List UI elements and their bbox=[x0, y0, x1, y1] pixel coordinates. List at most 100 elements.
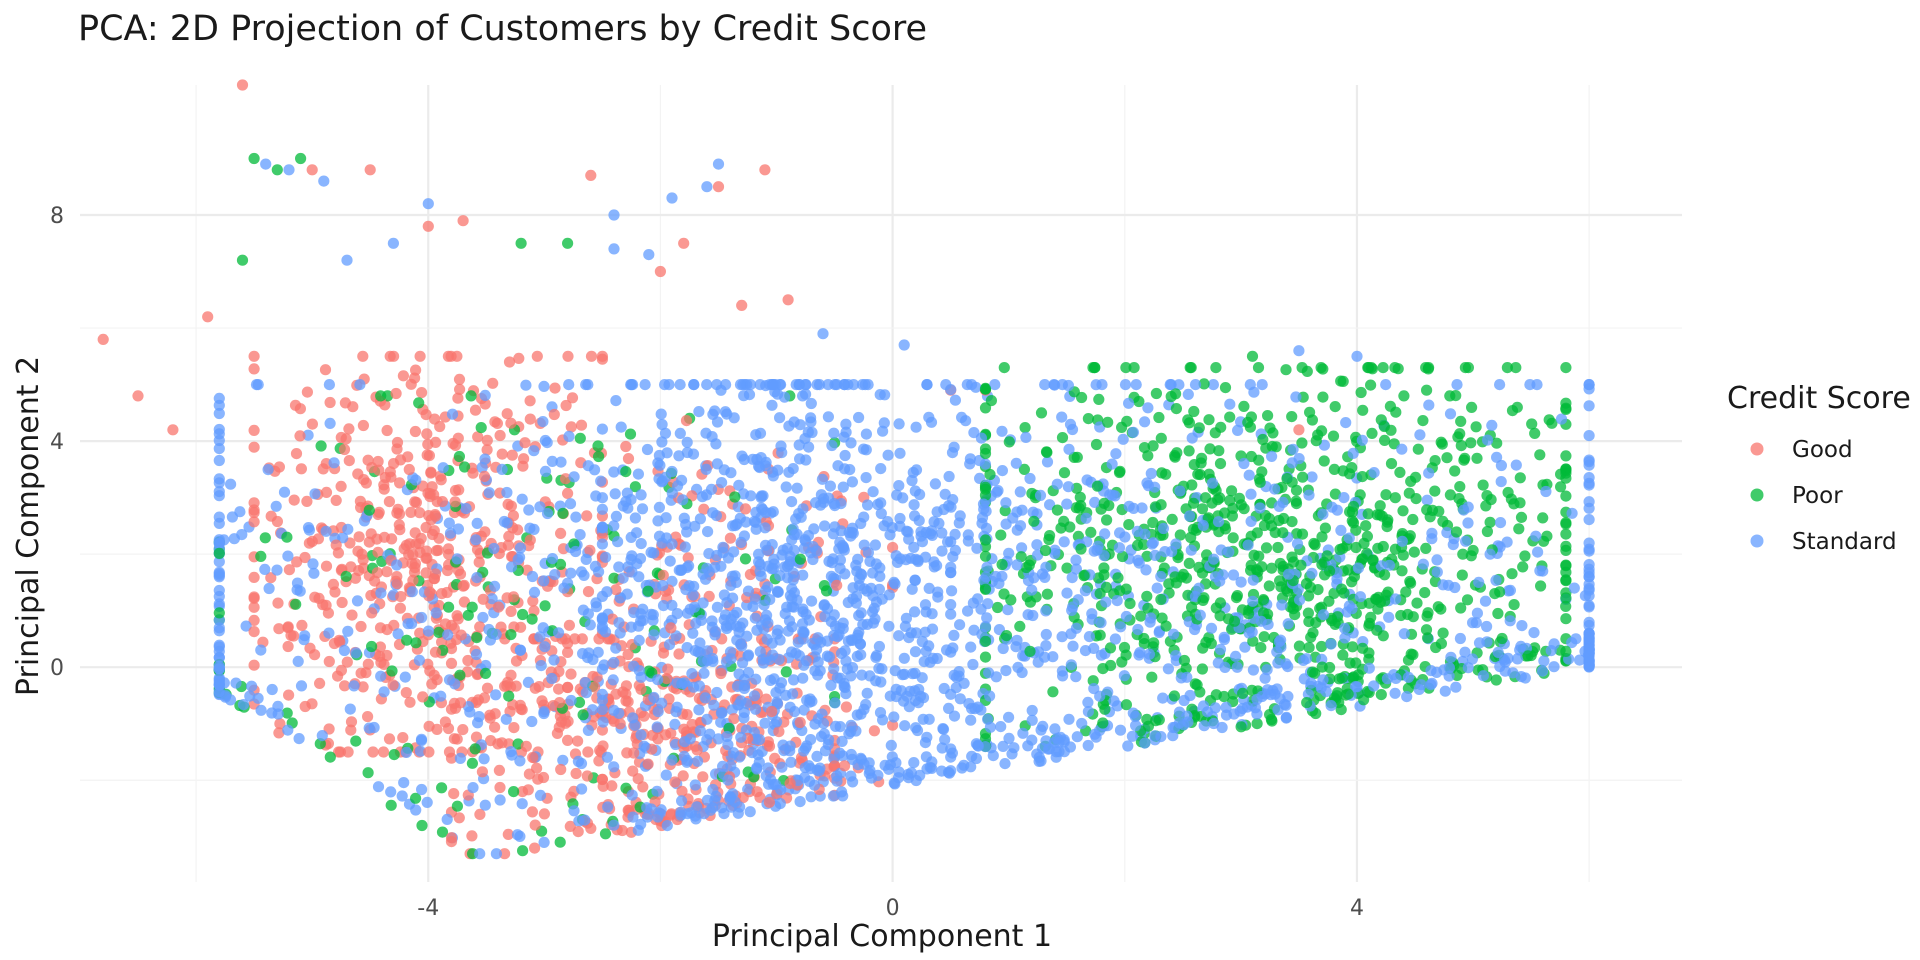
data-point-standard bbox=[451, 553, 463, 565]
data-point-standard bbox=[688, 379, 700, 391]
data-point-good bbox=[570, 767, 582, 780]
data-point-standard bbox=[1003, 711, 1015, 723]
data-point-standard bbox=[855, 517, 867, 530]
data-point-standard bbox=[862, 499, 874, 511]
data-point-poor bbox=[1244, 421, 1256, 433]
data-point-poor bbox=[433, 626, 445, 639]
data-point-standard bbox=[1445, 651, 1457, 663]
data-point-standard bbox=[1242, 539, 1254, 551]
data-point-good bbox=[362, 658, 374, 670]
data-point-poor bbox=[624, 428, 637, 440]
data-point-standard bbox=[984, 690, 996, 702]
data-point-good bbox=[478, 470, 491, 482]
data-point-good bbox=[288, 630, 300, 642]
data-point-poor bbox=[1346, 462, 1358, 474]
data-point-standard bbox=[716, 707, 728, 719]
data-point-standard bbox=[1151, 582, 1163, 594]
data-point-good bbox=[712, 181, 725, 193]
data-point-standard bbox=[721, 730, 733, 743]
data-point-standard bbox=[936, 765, 948, 777]
data-point-standard bbox=[958, 677, 970, 690]
data-point-standard bbox=[1186, 432, 1198, 444]
data-point-poor bbox=[1535, 580, 1547, 592]
data-point-standard bbox=[760, 460, 772, 472]
data-point-standard bbox=[1471, 607, 1483, 619]
data-point-standard bbox=[790, 647, 802, 659]
data-point-poor bbox=[1301, 697, 1313, 709]
data-point-standard bbox=[923, 713, 935, 725]
data-point-poor bbox=[1420, 362, 1432, 374]
data-point-poor bbox=[1123, 519, 1135, 531]
data-point-good bbox=[236, 79, 249, 91]
data-point-standard bbox=[1347, 447, 1359, 459]
data-point-standard bbox=[1063, 713, 1075, 725]
data-point-standard bbox=[557, 754, 569, 766]
data-point-poor bbox=[1420, 624, 1433, 636]
data-point-good bbox=[614, 718, 626, 730]
data-point-standard bbox=[1531, 379, 1543, 391]
data-point-poor bbox=[1097, 663, 1109, 675]
data-point-standard bbox=[1118, 670, 1130, 682]
data-point-standard bbox=[964, 453, 977, 465]
data-point-standard bbox=[596, 694, 609, 707]
data-point-standard bbox=[1162, 663, 1174, 675]
data-point-poor bbox=[1235, 721, 1247, 733]
data-point-standard bbox=[1169, 721, 1181, 733]
data-point-good bbox=[637, 781, 649, 793]
data-point-standard bbox=[1094, 690, 1106, 702]
data-point-poor bbox=[259, 532, 271, 544]
data-point-standard bbox=[1286, 457, 1298, 469]
data-point-standard bbox=[1082, 706, 1094, 718]
data-point-standard bbox=[856, 669, 868, 681]
data-point-standard bbox=[1243, 469, 1255, 481]
data-point-poor bbox=[1328, 463, 1340, 475]
data-point-standard bbox=[818, 600, 830, 612]
data-point-standard bbox=[687, 627, 699, 639]
data-point-standard bbox=[1383, 559, 1396, 571]
data-point-good bbox=[409, 425, 421, 438]
data-point-poor bbox=[1477, 479, 1489, 491]
data-point-good bbox=[510, 680, 522, 692]
data-point-standard bbox=[613, 561, 625, 573]
data-point-poor bbox=[1361, 530, 1373, 543]
x-tick-labels: -4 0 4 bbox=[417, 896, 1364, 921]
data-point-good bbox=[332, 670, 344, 682]
data-point-standard bbox=[1083, 631, 1095, 643]
data-point-good bbox=[562, 350, 574, 362]
data-point-standard bbox=[538, 575, 550, 587]
data-point-standard bbox=[759, 717, 771, 729]
data-point-standard bbox=[945, 765, 957, 777]
data-point-standard bbox=[596, 503, 609, 515]
data-point-poor bbox=[1281, 473, 1293, 485]
data-point-poor bbox=[1526, 418, 1538, 430]
data-point-standard bbox=[776, 447, 788, 459]
data-point-good bbox=[572, 735, 584, 747]
data-point-standard bbox=[430, 607, 442, 619]
data-point-standard bbox=[298, 634, 310, 646]
data-point-standard bbox=[755, 452, 767, 464]
data-point-good bbox=[323, 655, 335, 668]
data-point-standard bbox=[555, 456, 567, 468]
data-point-good bbox=[420, 521, 432, 534]
data-point-standard bbox=[851, 565, 863, 577]
data-point-standard bbox=[1110, 448, 1122, 460]
data-point-standard bbox=[580, 379, 592, 391]
data-point-poor bbox=[436, 826, 449, 838]
data-point-poor bbox=[1329, 488, 1341, 500]
data-point-standard bbox=[1145, 467, 1157, 480]
data-point-standard bbox=[779, 391, 791, 403]
data-point-poor bbox=[592, 440, 604, 452]
data-point-standard bbox=[1020, 431, 1032, 443]
data-point-standard bbox=[767, 562, 780, 575]
data-point-good bbox=[473, 556, 485, 568]
data-point-standard bbox=[622, 561, 634, 573]
data-point-good bbox=[467, 467, 479, 479]
data-point-standard bbox=[1167, 730, 1179, 742]
data-point-standard bbox=[794, 419, 806, 431]
data-point-standard bbox=[1143, 648, 1155, 660]
data-point-standard bbox=[1061, 587, 1073, 599]
data-point-standard bbox=[1555, 413, 1568, 425]
data-point-good bbox=[248, 363, 260, 375]
data-point-standard bbox=[853, 610, 865, 622]
data-point-good bbox=[416, 387, 428, 399]
